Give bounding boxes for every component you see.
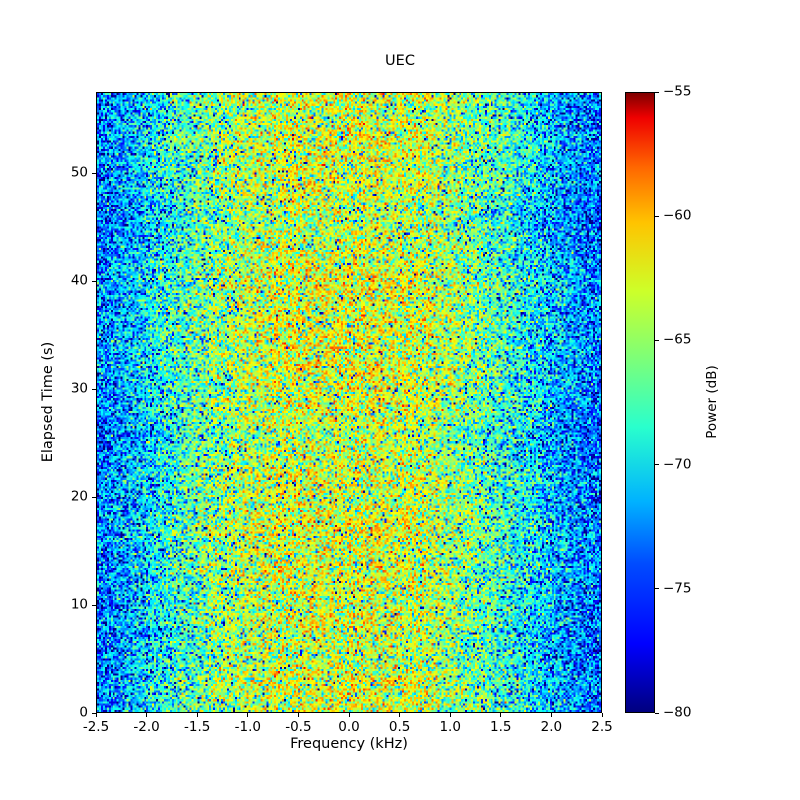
x-tick-label: -2.5 — [82, 719, 110, 735]
colorbar-tick-mark — [655, 91, 659, 93]
x-tick-label: -1.5 — [184, 719, 211, 735]
colorbar — [625, 92, 655, 713]
x-tick-label: -2.0 — [133, 719, 160, 735]
x-tick-mark — [399, 713, 401, 717]
y-tick-mark — [92, 604, 96, 606]
colorbar-gradient — [626, 93, 654, 712]
title-station-line: UEC — [385, 53, 415, 70]
x-tick-label: 0.5 — [388, 719, 411, 735]
x-tick-mark — [601, 713, 603, 717]
x-tick-label: 2.0 — [540, 719, 563, 735]
y-tick-mark — [92, 280, 96, 282]
x-tick-label: 1.0 — [439, 719, 461, 735]
colorbar-tick-mark — [655, 712, 659, 714]
x-tick-mark — [550, 713, 552, 717]
y-tick-mark — [92, 496, 96, 498]
colorbar-tick-label: −60 — [663, 207, 692, 224]
y-tick-label: 50 — [70, 164, 88, 181]
colorbar-tick-mark — [655, 339, 659, 341]
y-tick-label: 30 — [70, 380, 88, 397]
x-axis-label: Frequency (kHz) — [290, 736, 408, 752]
y-tick-label: 0 — [79, 704, 88, 721]
x-tick-mark — [95, 713, 97, 717]
x-tick-label: 1.5 — [490, 719, 512, 735]
y-tick-label: 20 — [70, 488, 88, 505]
colorbar-tick-mark — [655, 464, 659, 466]
x-tick-mark — [247, 713, 249, 717]
x-tick-mark — [297, 713, 299, 717]
colorbar-tick-label: −55 — [663, 83, 692, 100]
x-tick-label: -1.0 — [234, 719, 261, 735]
spectrogram-image — [97, 93, 601, 712]
y-tick-mark — [92, 712, 96, 714]
x-tick-label: -0.5 — [285, 719, 312, 735]
colorbar-tick-mark — [655, 215, 659, 217]
colorbar-tick-label: −80 — [663, 704, 692, 721]
x-tick-mark — [348, 713, 350, 717]
y-tick-label: 40 — [70, 272, 88, 289]
colorbar-tick-label: −75 — [663, 580, 692, 597]
y-tick-mark — [92, 388, 96, 390]
x-tick-mark — [449, 713, 451, 717]
x-tick-mark — [196, 713, 198, 717]
x-tick-mark — [146, 713, 148, 717]
x-tick-label: 2.5 — [591, 719, 613, 735]
y-tick-label: 10 — [70, 596, 88, 613]
colorbar-tick-label: −65 — [663, 331, 692, 348]
x-tick-mark — [500, 713, 502, 717]
y-axis-label-text: Elapsed Time (s) — [40, 341, 56, 463]
colorbar-label-text: Power (dB) — [704, 365, 720, 439]
colorbar-tick-mark — [655, 588, 659, 590]
colorbar-tick-label: −70 — [663, 455, 692, 472]
y-tick-mark — [92, 172, 96, 174]
spectrogram-axes — [96, 92, 602, 713]
x-tick-label: 0.0 — [338, 719, 360, 735]
